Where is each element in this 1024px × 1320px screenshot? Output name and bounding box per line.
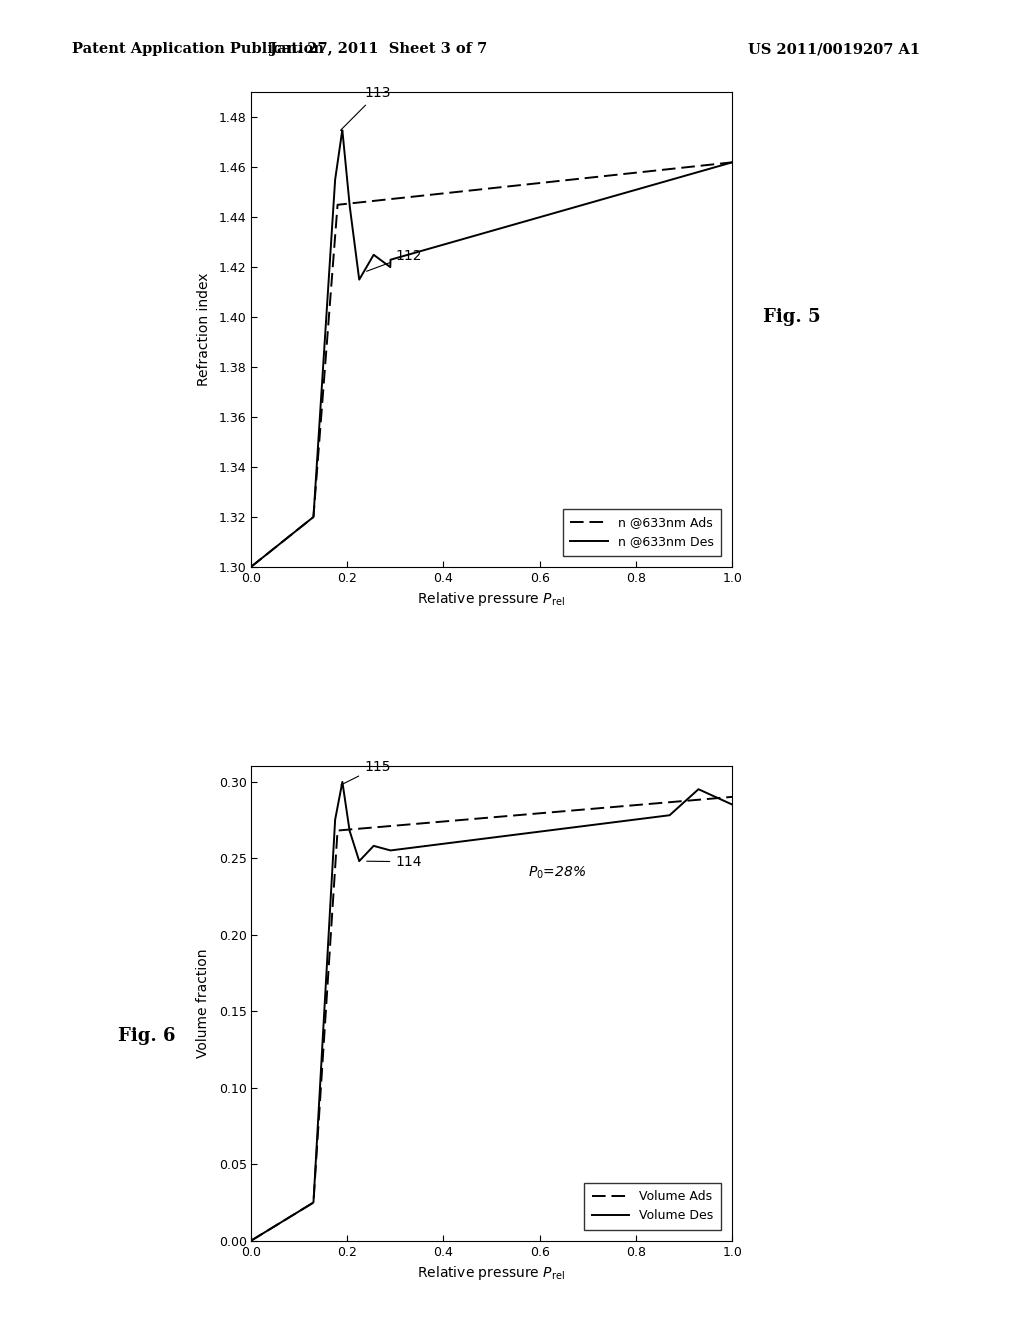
X-axis label: Relative pressure $P_{\mathregular{rel}}$: Relative pressure $P_{\mathregular{rel}}… <box>418 1265 565 1282</box>
Text: US 2011/0019207 A1: US 2011/0019207 A1 <box>748 42 920 57</box>
Text: Patent Application Publication: Patent Application Publication <box>72 42 324 57</box>
Text: 112: 112 <box>367 248 422 272</box>
Text: Fig. 5: Fig. 5 <box>763 308 820 326</box>
Legend: Volume Ads, Volume Des: Volume Ads, Volume Des <box>585 1183 721 1230</box>
X-axis label: Relative pressure $P_{\mathregular{rel}}$: Relative pressure $P_{\mathregular{rel}}… <box>418 590 565 609</box>
Y-axis label: Volume fraction: Volume fraction <box>197 949 210 1059</box>
Text: Fig. 6: Fig. 6 <box>118 1027 175 1045</box>
Text: 114: 114 <box>367 855 422 869</box>
Text: $P_0$=28%: $P_0$=28% <box>527 865 586 880</box>
Y-axis label: Refraction index: Refraction index <box>197 273 211 387</box>
Text: 115: 115 <box>341 760 390 785</box>
Text: 113: 113 <box>340 86 390 131</box>
Legend: n @633nm Ads, n @633nm Des: n @633nm Ads, n @633nm Des <box>563 508 721 556</box>
Text: Jan. 27, 2011  Sheet 3 of 7: Jan. 27, 2011 Sheet 3 of 7 <box>270 42 487 57</box>
